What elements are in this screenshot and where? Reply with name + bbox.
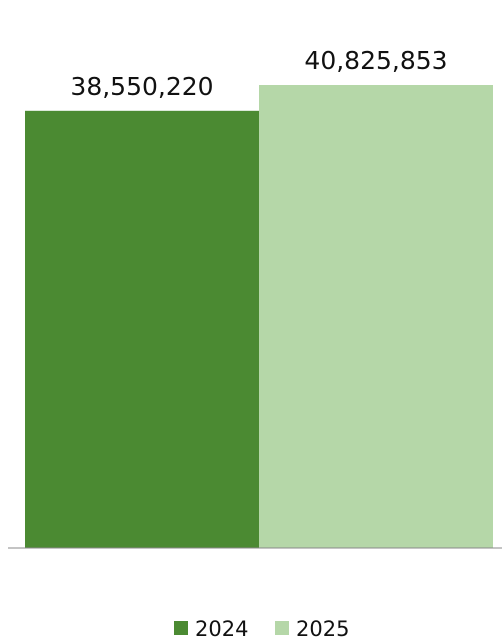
legend-swatch	[275, 621, 289, 635]
bar	[259, 85, 493, 548]
value-label: 38,550,220	[70, 72, 213, 101]
value-label: 40,825,853	[304, 46, 447, 75]
legend-swatch	[174, 621, 188, 635]
legend-label: 2025	[296, 617, 349, 639]
bar	[25, 110, 259, 548]
legend-label: 2024	[195, 617, 248, 639]
